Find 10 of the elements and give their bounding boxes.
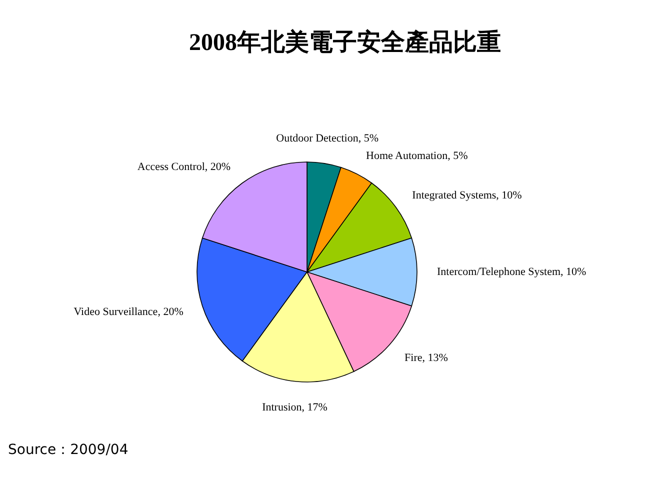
slice-label: Intrusion, 17% [262, 401, 328, 414]
slice-label: Home Automation, 5% [366, 150, 468, 162]
slice-label: Access Control, 20% [137, 160, 231, 173]
slice-label: Integrated Systems, 10% [412, 190, 522, 202]
source-note: Source：2009/04 [8, 442, 128, 458]
chart-title: 2008年北美電子安全產品比重 [189, 28, 501, 56]
slice-label: Video Surveillance, 20% [74, 306, 184, 318]
slice-label: Fire, 13% [404, 352, 448, 364]
slice-label: Outdoor Detection, 5% [276, 132, 379, 145]
slice-label: Intercom/Telephone System, 10% [437, 266, 586, 278]
